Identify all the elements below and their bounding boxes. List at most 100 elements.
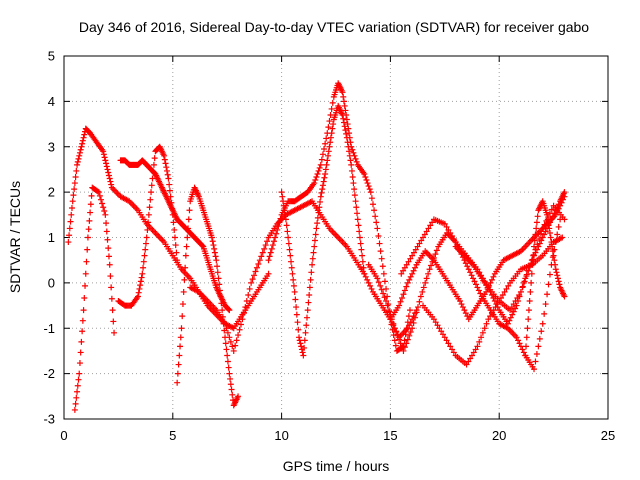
- data-point: [322, 170, 329, 177]
- data-point: [430, 316, 437, 323]
- data-point: [284, 228, 291, 235]
- data-point: [236, 326, 243, 333]
- data-point: [552, 261, 559, 268]
- data-point: [419, 288, 426, 295]
- data-point: [468, 272, 475, 279]
- data-point: [381, 294, 388, 301]
- data-point: [301, 337, 308, 344]
- data-point: [550, 252, 557, 259]
- data-point: [441, 334, 448, 341]
- data-point: [449, 232, 456, 239]
- data-point: [381, 278, 388, 285]
- y-tick-label: -3: [43, 412, 55, 427]
- data-point: [358, 246, 365, 253]
- data-point: [322, 140, 329, 147]
- data-point: [245, 291, 252, 298]
- data-point: [253, 264, 260, 271]
- data-point: [317, 161, 324, 168]
- data-point: [316, 164, 323, 171]
- data-point: [490, 295, 497, 301]
- data-point: [404, 336, 411, 343]
- data-point: [87, 201, 94, 208]
- data-point: [498, 295, 505, 301]
- series-track-n: [522, 198, 568, 359]
- data-point: [513, 302, 520, 309]
- data-point: [445, 226, 452, 233]
- data-point: [72, 174, 79, 180]
- data-point: [525, 316, 532, 323]
- data-point: [354, 210, 361, 217]
- data-point: [491, 298, 498, 305]
- data-point: [403, 340, 410, 347]
- data-point: [379, 263, 386, 270]
- data-point: [555, 223, 562, 230]
- series-track-e: [174, 184, 242, 409]
- data-point: [163, 164, 170, 171]
- data-point: [472, 346, 479, 353]
- data-point: [305, 299, 312, 306]
- data-point: [462, 310, 469, 317]
- data-point: [108, 181, 115, 188]
- data-point: [539, 234, 546, 241]
- data-point: [140, 264, 147, 271]
- data-point: [406, 332, 413, 339]
- data-point: [216, 281, 223, 288]
- data-point: [80, 134, 87, 141]
- data-point: [351, 192, 358, 199]
- data-point: [367, 282, 374, 289]
- data-point: [467, 269, 474, 276]
- data-point: [270, 238, 277, 245]
- data-point: [528, 279, 535, 286]
- data-point: [542, 228, 549, 235]
- data-point: [527, 288, 534, 295]
- data-point: [309, 255, 316, 262]
- data-point: [433, 247, 440, 254]
- data-point: [458, 301, 465, 308]
- data-point: [445, 340, 452, 347]
- data-point: [531, 366, 538, 373]
- data-point: [219, 307, 226, 314]
- data-point: [326, 118, 333, 125]
- data-point: [536, 240, 543, 247]
- data-point: [233, 337, 240, 344]
- data-point: [397, 298, 404, 305]
- data-point: [304, 307, 311, 314]
- data-point: [256, 257, 263, 264]
- data-point: [541, 310, 548, 317]
- data-point: [184, 234, 191, 241]
- data-point: [380, 290, 387, 297]
- data-point: [520, 279, 527, 286]
- data-point: [242, 304, 249, 311]
- data-point: [465, 358, 472, 365]
- data-point: [225, 364, 232, 371]
- data-point: [76, 152, 83, 159]
- data-point: [399, 295, 406, 301]
- data-point: [548, 239, 555, 246]
- data-point: [523, 271, 530, 278]
- data-point: [352, 155, 359, 162]
- data-point: [150, 161, 157, 168]
- data-point: [401, 264, 408, 271]
- data-point: [462, 260, 469, 267]
- series-track-m: [452, 189, 568, 327]
- data-point: [478, 334, 485, 341]
- data-point: [70, 192, 77, 199]
- data-point: [161, 156, 168, 163]
- data-point: [239, 316, 246, 323]
- data-point: [425, 270, 432, 277]
- data-point: [532, 358, 539, 365]
- data-point: [400, 347, 407, 354]
- data-point: [277, 215, 284, 222]
- data-point: [225, 306, 232, 313]
- data-point: [356, 234, 363, 241]
- data-point: [529, 261, 536, 268]
- data-point: [545, 281, 552, 288]
- data-point: [363, 177, 370, 184]
- data-point: [535, 343, 542, 350]
- data-point: [339, 111, 346, 118]
- data-point: [180, 288, 187, 295]
- data-point: [429, 219, 436, 226]
- data-point: [311, 243, 318, 250]
- data-point: [306, 284, 313, 291]
- y-axis-label: SDTVAR / TECUs: [7, 181, 23, 293]
